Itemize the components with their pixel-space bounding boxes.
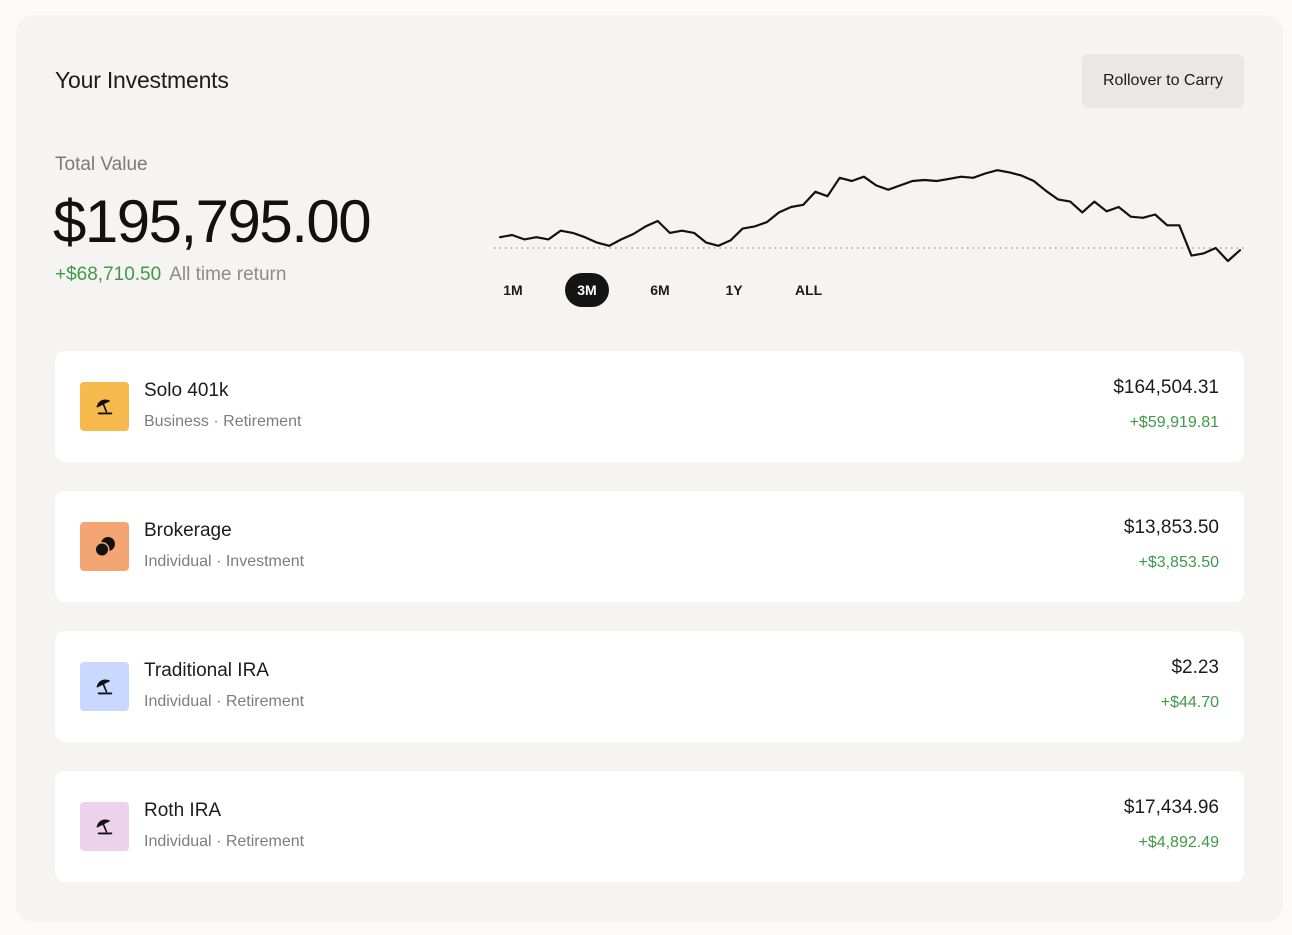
account-type: Individual <box>144 833 212 850</box>
tab-1y[interactable]: 1Y <box>712 273 756 307</box>
investments-card: Your Investments Rollover to Carry Total… <box>16 15 1283 922</box>
account-type: Individual <box>144 693 212 710</box>
tab-3m[interactable]: 3M <box>565 273 609 307</box>
account-category: Investment <box>225 553 305 570</box>
account-subtitle: Individual · Investment <box>144 553 304 571</box>
account-name: Solo 401k <box>144 380 229 401</box>
account-type: Individual <box>144 553 212 570</box>
separator-dot: · <box>216 553 222 570</box>
account-name: Roth IRA <box>144 800 222 821</box>
account-gain: +$44.70 <box>1160 694 1219 711</box>
umbrella-icon <box>80 382 129 431</box>
account-row-roth-ira[interactable]: Roth IRA Individual · Retirement $17,434.9… <box>55 771 1244 882</box>
umbrella-icon <box>80 662 129 711</box>
account-value: $164,504.31 <box>1113 377 1219 398</box>
account-gain: +$59,919.81 <box>1129 414 1219 431</box>
coins-icon <box>80 522 129 571</box>
separator-dot: · <box>216 693 222 710</box>
separator-dot: · <box>213 413 219 430</box>
total-value-label: Total Value <box>55 154 148 175</box>
tab-1m[interactable]: 1M <box>491 273 535 307</box>
tab-6m[interactable]: 6M <box>638 273 682 307</box>
account-value: $17,434.96 <box>1123 797 1219 818</box>
account-category: Retirement <box>225 833 305 850</box>
umbrella-icon <box>80 802 129 851</box>
account-name: Traditional IRA <box>144 660 269 681</box>
return-amount: +$68,710.50 <box>55 264 162 285</box>
return-label: All time return <box>169 264 287 285</box>
account-name: Brokerage <box>144 520 232 541</box>
page-title: Your Investments <box>55 67 229 93</box>
account-row-brokerage[interactable]: Brokerage Individual · Investment $13,853.… <box>55 491 1244 602</box>
account-subtitle: Individual · Retirement <box>144 833 304 851</box>
chart-line <box>498 169 1242 263</box>
account-value: $13,853.50 <box>1123 517 1219 538</box>
account-value: $2.23 <box>1171 657 1219 678</box>
account-row-solo-401k[interactable]: Solo 401k Business · Retirement $164,504.3… <box>55 351 1244 462</box>
account-row-traditional-ira[interactable]: Traditional IRA Individual · Retirement $2… <box>55 631 1244 742</box>
tab-all[interactable]: ALL <box>785 273 832 307</box>
all-time-return: +$68,710.50 All time return <box>55 264 286 286</box>
account-gain: +$4,892.49 <box>1138 834 1219 851</box>
account-category: Retirement <box>223 413 302 430</box>
account-type: Business <box>144 413 209 430</box>
performance-chart[interactable] <box>494 150 1246 270</box>
time-range-tabs: 1M 3M 6M 1Y ALL <box>496 273 856 307</box>
separator-dot: · <box>216 833 222 850</box>
account-gain: +$3,853.50 <box>1138 554 1219 571</box>
total-value-amount: $195,795.00 <box>53 188 372 255</box>
account-category: Retirement <box>225 693 305 710</box>
account-subtitle: Business · Retirement <box>144 413 301 431</box>
account-subtitle: Individual · Retirement <box>144 693 304 711</box>
rollover-button[interactable]: Rollover to Carry <box>1082 54 1244 108</box>
